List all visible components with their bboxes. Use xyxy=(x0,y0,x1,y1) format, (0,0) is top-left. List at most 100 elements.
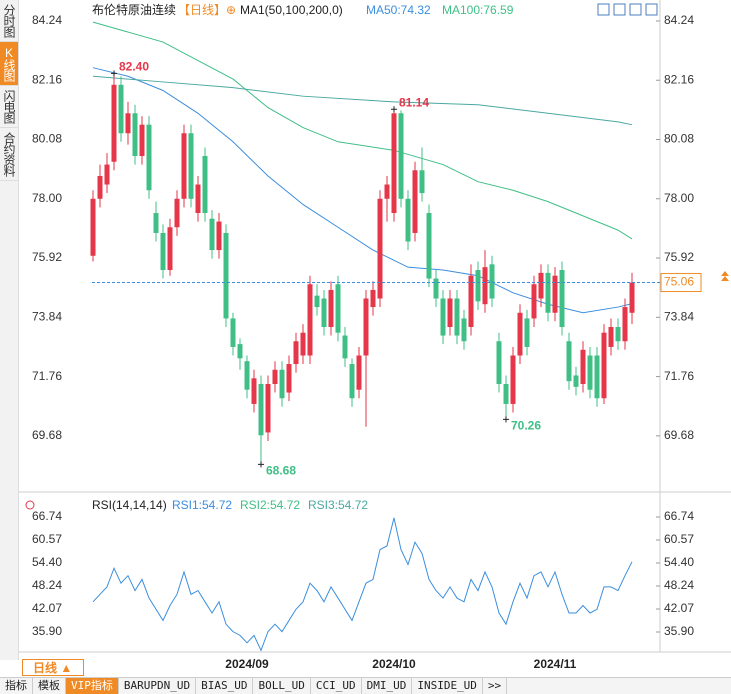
candle-body xyxy=(153,213,159,233)
indicator-tab[interactable]: BOLL_UD xyxy=(253,678,311,694)
candle-body xyxy=(125,113,131,134)
candle-body xyxy=(160,232,166,271)
ma-line xyxy=(92,75,633,126)
extreme-marker xyxy=(503,416,509,423)
indicator-tab[interactable]: BARUPDN_UD xyxy=(119,678,197,694)
candle-body xyxy=(622,307,628,342)
y-tick-label: 78.00 xyxy=(32,191,62,205)
side-tab[interactable]: 分时图 xyxy=(0,0,18,42)
x-tick-label: 2024/09 xyxy=(225,657,269,671)
add-icon[interactable]: ⊕ xyxy=(226,3,236,17)
candle-body xyxy=(496,341,502,384)
candle-body xyxy=(237,344,243,359)
y-tick-label: 84.24 xyxy=(32,13,62,27)
indicator-tab[interactable]: 模板 xyxy=(33,678,66,694)
extreme-marker xyxy=(258,461,264,468)
candle-body xyxy=(174,198,180,228)
y-tick-label: 71.76 xyxy=(32,369,62,383)
y-tick-label: 82.16 xyxy=(32,72,62,86)
indicator-tab[interactable]: DMI_UD xyxy=(362,678,413,694)
y-tick-label: 80.08 xyxy=(32,132,62,146)
candle-body xyxy=(503,383,509,404)
candle-body xyxy=(167,227,173,271)
candle-body xyxy=(90,198,96,256)
candle-body xyxy=(244,361,250,390)
panel-title: RSI(14,14,14) xyxy=(92,498,167,512)
candle-body xyxy=(272,369,278,384)
period-button[interactable]: 日线 ▲ xyxy=(22,659,84,676)
price-arrow-icon xyxy=(721,271,729,281)
x-tick-label: 2024/10 xyxy=(372,657,416,671)
candle-body xyxy=(328,289,334,328)
candle-body xyxy=(111,84,117,162)
candle-body xyxy=(468,275,474,328)
y-tick-label: 66.74 xyxy=(32,509,62,523)
candle-body xyxy=(321,298,327,328)
candle-body xyxy=(258,383,264,436)
y-tick-label: 42.07 xyxy=(32,601,62,615)
ma-line xyxy=(92,21,633,240)
candle-body xyxy=(524,318,530,347)
candle-body xyxy=(209,218,215,251)
candle-body xyxy=(615,327,621,342)
candle-body xyxy=(398,113,404,199)
indicator-tab[interactable]: BIAS_UD xyxy=(196,678,254,694)
candle-body xyxy=(139,124,145,157)
settings-icon[interactable] xyxy=(25,500,35,510)
candle-body xyxy=(195,184,201,214)
legend-entry: RSI2:54.72 xyxy=(240,498,300,512)
y-tick-label: 84.24 xyxy=(664,13,694,27)
y-tick-label: 42.07 xyxy=(664,601,694,615)
candle-body xyxy=(510,355,516,404)
candle-body xyxy=(475,270,481,302)
y-tick-label: 82.16 xyxy=(664,72,694,86)
y-tick-label: 66.74 xyxy=(664,509,694,523)
y-tick-label: 48.24 xyxy=(664,578,694,592)
period-label: 日线 xyxy=(33,661,58,675)
side-tab[interactable]: 闪电图 xyxy=(0,86,18,128)
indicator-tab[interactable]: CCI_UD xyxy=(311,678,362,694)
candle-body xyxy=(489,264,495,299)
indicator-tab[interactable]: VIP指标 xyxy=(66,678,119,694)
y-tick-label: 78.00 xyxy=(664,191,694,205)
candle-body xyxy=(580,349,586,384)
last-price-label: 75.06 xyxy=(664,275,694,289)
side-tab[interactable]: 合约资料 xyxy=(0,128,18,181)
candle-body xyxy=(440,298,446,336)
legend-entry: MA100:76.59 xyxy=(442,3,514,17)
extreme-label: 70.26 xyxy=(511,419,541,433)
side-tab[interactable]: K线图 xyxy=(0,42,18,86)
candle-body xyxy=(363,298,369,356)
extreme-label: 81.14 xyxy=(399,95,429,109)
rsi-line xyxy=(92,517,633,652)
candle-body xyxy=(314,295,320,308)
indicator-tab[interactable]: INSIDE_UD xyxy=(412,678,483,694)
toolbar-icons xyxy=(597,3,658,16)
y-tick-label: 54.40 xyxy=(32,555,62,569)
candle-body xyxy=(97,175,103,199)
y-tick-label: 80.08 xyxy=(664,132,694,146)
ma-line xyxy=(92,67,633,314)
candle-body xyxy=(356,355,362,390)
sidebar: 分时图 K线图 闪电图 合约资料 xyxy=(0,0,19,660)
candle-body xyxy=(230,318,236,347)
candle-body xyxy=(223,232,229,319)
legend-entry: RSI1:54.72 xyxy=(172,498,232,512)
candle-body xyxy=(517,312,523,356)
candle-body xyxy=(405,198,411,242)
candle-body xyxy=(566,341,572,382)
y-tick-label: 73.84 xyxy=(664,309,694,323)
y-tick-label: 69.68 xyxy=(32,428,62,442)
y-tick-label: 69.68 xyxy=(664,428,694,442)
candle-body xyxy=(349,364,355,399)
candle-body xyxy=(104,164,110,185)
extreme-label: 82.40 xyxy=(119,60,149,74)
y-tick-label: 60.57 xyxy=(664,532,694,546)
candle-body xyxy=(300,332,306,356)
indicator-tab[interactable]: 指标 xyxy=(0,678,33,694)
candle-body xyxy=(601,332,607,399)
indicator-tab[interactable]: >> xyxy=(483,678,508,694)
candle-body xyxy=(419,170,425,194)
candle-body xyxy=(461,318,467,342)
candle-body xyxy=(538,272,544,299)
